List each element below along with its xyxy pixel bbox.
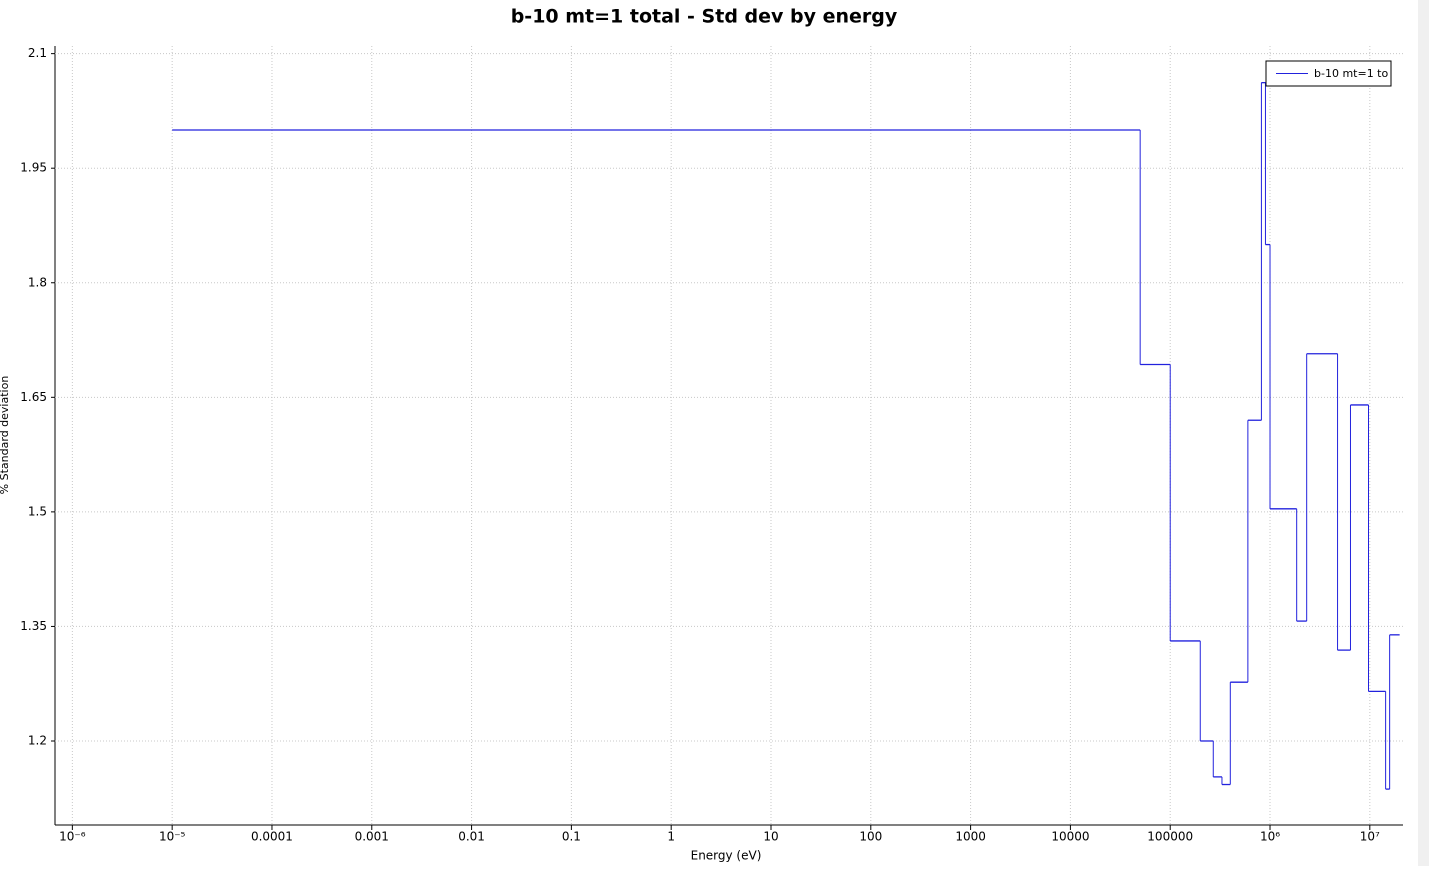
y-tick-label: 1.8 [28, 275, 47, 289]
x-axis-label: Energy (eV) [691, 849, 762, 863]
x-tick-label: 10⁶ [1260, 830, 1280, 844]
x-tick-label: 0.1 [562, 830, 581, 844]
y-tick-label: 1.95 [20, 161, 47, 175]
x-tick-label: 10⁻⁶ [59, 830, 86, 844]
x-tick-label: 10⁻⁵ [159, 830, 186, 844]
x-tick-label: 10000 [1051, 830, 1089, 844]
x-tick-label: 0.001 [355, 830, 389, 844]
x-tick-label: 100 [859, 830, 882, 844]
legend-label: b-10 mt=1 to [1314, 67, 1388, 80]
y-tick-label: 1.65 [20, 390, 47, 404]
x-tick-label: 0.01 [458, 830, 485, 844]
x-tick-label: 0.0001 [251, 830, 293, 844]
y-tick-label: 1.2 [28, 733, 47, 747]
x-tick-label: 1 [667, 830, 675, 844]
x-tick-label: 10⁷ [1360, 830, 1380, 844]
x-tick-label: 100000 [1147, 830, 1193, 844]
y-tick-label: 2.1 [28, 46, 47, 60]
y-tick-label: 1.5 [28, 504, 47, 518]
chart-title: b-10 mt=1 total - Std dev by energy [511, 6, 898, 28]
scrollbar [1418, 0, 1429, 866]
y-axis-label: % Standard deviation [0, 376, 11, 495]
x-tick-label: 10 [763, 830, 778, 844]
x-tick-label: 1000 [955, 830, 986, 844]
y-tick-label: 1.35 [20, 619, 47, 633]
